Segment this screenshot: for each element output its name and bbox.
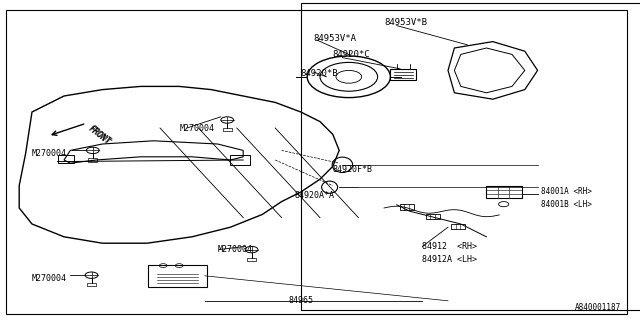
Bar [486, 186, 522, 198]
Text: M270004: M270004 [179, 124, 214, 132]
Text: 84920*C: 84920*C [333, 50, 371, 59]
Bar [223, 128, 232, 131]
Text: M270004: M270004 [32, 149, 67, 158]
Text: 84001B <LH>: 84001B <LH> [541, 200, 591, 209]
Text: M270004: M270004 [218, 245, 253, 254]
Text: 84920*B: 84920*B [301, 69, 339, 78]
Text: 84965: 84965 [288, 296, 314, 305]
Text: 84912  <RH>: 84912 <RH> [422, 242, 477, 251]
Text: M270004: M270004 [32, 274, 67, 283]
Bar [230, 155, 250, 165]
Bar [426, 214, 440, 219]
Bar [58, 155, 74, 163]
Text: 84920F*B: 84920F*B [333, 165, 372, 174]
Text: FRONT: FRONT [86, 124, 112, 146]
Bar [400, 204, 414, 210]
Text: 84920A*A: 84920A*A [294, 191, 335, 200]
Text: 84953V*B: 84953V*B [384, 18, 427, 27]
Bar [88, 158, 97, 162]
Text: 84001A <RH>: 84001A <RH> [541, 188, 591, 196]
Bar [87, 283, 96, 286]
Text: 84912A <LH>: 84912A <LH> [422, 255, 477, 264]
Text: FRONT: FRONT [87, 124, 111, 148]
Bar [247, 258, 256, 261]
Bar [390, 69, 416, 80]
Bar [451, 224, 465, 229]
Text: 84953V*A: 84953V*A [314, 34, 356, 43]
Text: A840001187: A840001187 [575, 303, 621, 312]
